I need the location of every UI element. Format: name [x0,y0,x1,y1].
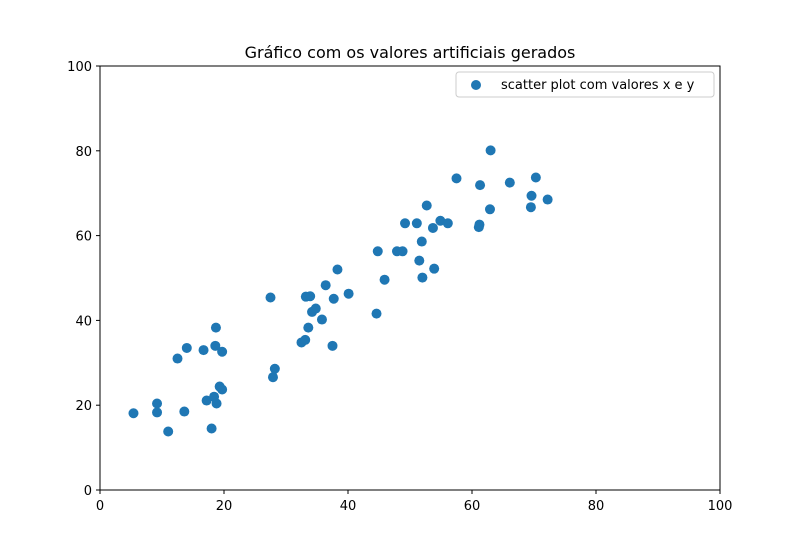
data-point [427,222,438,233]
data-point [400,218,411,229]
data-point [310,303,321,314]
y-tick-label: 80 [75,145,92,160]
data-point [206,423,217,434]
data-point [484,204,495,215]
x-axis: 0 20 40 60 80 100 [96,490,733,514]
x-tick-label: 60 [464,499,481,514]
y-tick-label: 40 [75,314,92,329]
legend: scatter plot com valores x e y [455,71,715,98]
data-point [417,272,428,283]
data-point [525,202,536,213]
data-point [542,194,553,205]
data-point [210,322,221,333]
data-point [332,264,343,275]
data-point [163,426,174,437]
data-point [442,218,453,229]
y-axis: 0 20 40 60 80 100 [67,60,100,499]
x-tick-label: 20 [216,499,233,514]
x-tick-label: 40 [340,499,357,514]
data-point [267,372,278,383]
y-tick-label: 60 [75,230,92,245]
y-tick-label: 0 [84,484,92,499]
data-point [179,406,190,417]
y-tick-label: 100 [67,60,92,75]
y-tick-label: 20 [75,399,92,414]
data-point [265,292,276,303]
plot-frame [99,65,721,491]
data-point [152,407,163,418]
data-point [316,314,327,325]
data-point [128,408,139,419]
data-point [210,340,221,351]
data-point [181,342,192,353]
data-point [217,384,228,395]
data-point [152,398,163,409]
data-point [474,219,485,230]
data-point [320,280,331,291]
data-point [504,177,515,188]
x-tick-label: 100 [708,499,733,514]
data-point [305,291,316,302]
legend-marker [471,80,481,90]
data-point [343,288,354,299]
chart-title: Gráfico com os valores artificiais gerad… [245,43,576,62]
points-layer [128,145,553,437]
data-point [371,308,382,319]
x-tick-label: 80 [588,499,605,514]
data-point [198,345,209,356]
data-point [300,334,311,345]
data-point [217,346,228,357]
data-point [414,255,425,266]
data-point [411,218,422,229]
x-tick-label: 0 [96,499,104,514]
data-point [429,263,440,274]
data-point [327,340,338,351]
data-point [172,353,183,364]
data-point [475,180,486,191]
data-point [421,200,432,211]
data-point [269,363,280,374]
data-point [379,274,390,285]
legend-box [455,71,715,98]
data-point [397,246,408,257]
data-point [530,172,541,183]
data-point [372,246,383,257]
data-point [201,395,212,406]
data-point [328,293,339,304]
data-point [211,398,222,409]
legend-label: scatter plot com valores x e y [501,78,695,93]
data-point [416,236,427,247]
data-point [526,190,537,201]
data-point [303,322,314,333]
data-point [451,173,462,184]
data-point [485,145,496,156]
